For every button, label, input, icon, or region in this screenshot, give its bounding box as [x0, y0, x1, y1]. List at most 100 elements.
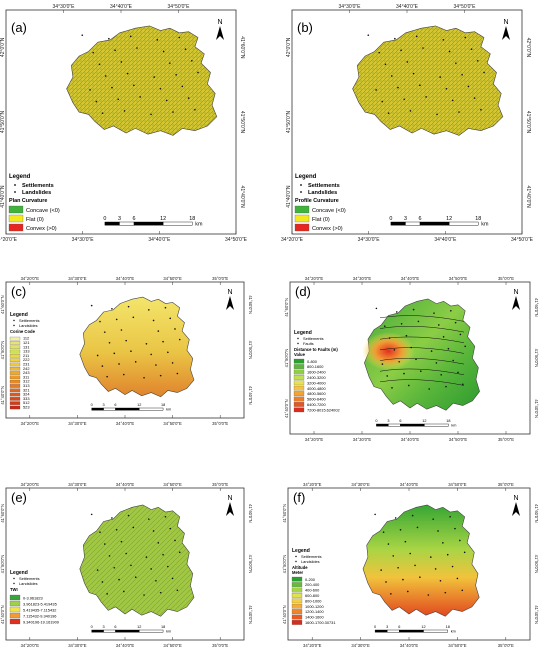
- settlement-dot-icon: [442, 542, 444, 544]
- scale-tick-label: 3: [387, 419, 389, 423]
- top-tick-label: 34°50'0"E: [168, 4, 191, 10]
- legend-swatch: [293, 375, 305, 380]
- bottom-tick-label: 35°0'0"E: [498, 643, 514, 648]
- panel-label: (f): [293, 490, 305, 505]
- settlement-dot-icon: [184, 48, 187, 50]
- settlement-dot-icon: [390, 75, 393, 77]
- settlement-dot-icon: [411, 514, 414, 517]
- settlement-dot-icon: [449, 515, 451, 518]
- settlement-dot-icon: [194, 108, 196, 111]
- bottom-tick-label: 34°30'0"E: [68, 643, 87, 648]
- legend-symbol: [295, 560, 297, 563]
- legend-point-item: Settlements: [308, 183, 340, 189]
- legend-class-label: Convex (>0): [312, 226, 343, 232]
- settlement-dot-icon: [162, 553, 164, 556]
- legend-class-label: 222: [23, 357, 30, 362]
- scale-tick-label: 18: [161, 403, 165, 407]
- legend-title: Legend: [292, 548, 310, 554]
- legend-swatch: [8, 205, 24, 214]
- settlement-dot-icon: [96, 569, 99, 571]
- legend-point-item: Faults: [303, 341, 314, 346]
- settlement-dot-icon: [148, 309, 150, 311]
- legend-class-label: Concave (<0): [26, 208, 60, 214]
- settlement-dot-icon: [461, 73, 463, 76]
- fault-line: [379, 358, 465, 365]
- settlement-dot-icon: [111, 86, 113, 89]
- settlement-dot-icon: [132, 316, 135, 319]
- settlement-dot-icon: [164, 515, 167, 518]
- legend-class-label: 312: [23, 379, 30, 384]
- left-tick-label: 41°50'0"N: [284, 349, 289, 368]
- settlement-dot-icon: [155, 579, 157, 582]
- legend-swatch: [293, 358, 305, 364]
- settlement-dot-icon: [455, 62, 457, 64]
- legend-swatch: [9, 401, 21, 405]
- left-tick-label: 41°40'0"N: [282, 605, 287, 624]
- legend-subtitle: Profile Curvature: [295, 198, 339, 204]
- settlement-dot-icon: [150, 113, 152, 116]
- scale-tick-label: 18: [446, 419, 450, 423]
- legend-subtitle: Corine Code: [10, 329, 36, 334]
- top-tick-label: 34°50'0"E: [163, 482, 182, 487]
- legend-class-label: 4800-5600: [307, 391, 326, 396]
- scale-tick-label: 6: [399, 419, 401, 423]
- north-arrow-icon: [226, 502, 234, 516]
- settlement-dot-icon: [417, 320, 420, 323]
- settlement-dot-icon: [101, 365, 104, 367]
- scale-tick-label: 6: [419, 216, 422, 222]
- settlement-dot-icon: [438, 324, 440, 326]
- study-area-map: [79, 504, 195, 617]
- legend-swatch: [293, 402, 305, 407]
- north-arrow-icon: [226, 296, 234, 310]
- settlement-dot-icon: [178, 338, 181, 341]
- settlement-dot-icon: [152, 319, 155, 322]
- top-tick-label: 35°0'0"E: [212, 482, 228, 487]
- scale-unit: km: [166, 630, 171, 634]
- settlement-dot-icon: [152, 530, 155, 532]
- legend-subtitle: Altitude: [292, 565, 308, 570]
- right-tick-label: 42°0'0"N: [525, 38, 531, 58]
- settlement-dot-icon: [174, 328, 176, 330]
- right-tick-label: 41°40'0"N: [525, 186, 531, 209]
- legend-class-label: 133: [23, 349, 30, 354]
- legend-class-label: 400-600: [305, 588, 320, 593]
- legend-symbol: [300, 191, 302, 193]
- legend-swatch: [9, 366, 21, 371]
- legend-symbol: [297, 337, 299, 340]
- study-area-map: [79, 296, 195, 398]
- settlement-dot-icon: [101, 581, 104, 583]
- settlement-dot-icon: [427, 594, 430, 596]
- settlement-dot-icon: [106, 593, 108, 595]
- legend-swatch: [9, 362, 21, 367]
- settlement-dot-icon: [90, 304, 93, 307]
- legend-class-label: 523: [23, 405, 30, 410]
- bottom-tick-label: 34°50'0"E: [448, 643, 467, 648]
- settlement-dot-icon: [123, 590, 125, 593]
- left-tick-label: 41°60'0"N: [284, 298, 289, 317]
- settlement-dot-icon: [162, 50, 165, 53]
- settlement-dot-icon: [197, 71, 199, 74]
- settlement-dot-icon: [108, 37, 110, 40]
- legend-class-label: 1400-1600: [305, 615, 324, 620]
- legend-class-label: 2400-3200: [307, 375, 326, 380]
- settlement-dot-icon: [448, 50, 451, 53]
- left-tick-label: 41°50'0"N: [0, 555, 5, 574]
- settlement-dot-icon: [420, 370, 422, 373]
- settlement-dot-icon: [406, 61, 409, 63]
- settlement-dot-icon: [134, 576, 137, 579]
- settlement-dot-icon: [115, 529, 118, 531]
- fault-line: [379, 326, 465, 333]
- settlement-dot-icon: [447, 347, 450, 350]
- scale-tick-label: 12: [160, 216, 166, 222]
- legend-swatch: [9, 375, 21, 380]
- legend-swatch: [9, 397, 21, 401]
- settlement-dot-icon: [150, 353, 152, 356]
- top-tick-label: 34°20'0"E: [305, 276, 324, 281]
- top-tick-label: 34°40'0"E: [110, 4, 133, 10]
- map-panel-c: 34°20'0"E 34°30'0"E 34°40'0"E 34°50'0"E 35°0…: [0, 276, 253, 426]
- scale-tick-label: 0: [374, 625, 376, 629]
- settlement-dot-icon: [171, 577, 174, 580]
- legend-swatch: [291, 603, 303, 609]
- settlement-dot-icon: [174, 539, 176, 542]
